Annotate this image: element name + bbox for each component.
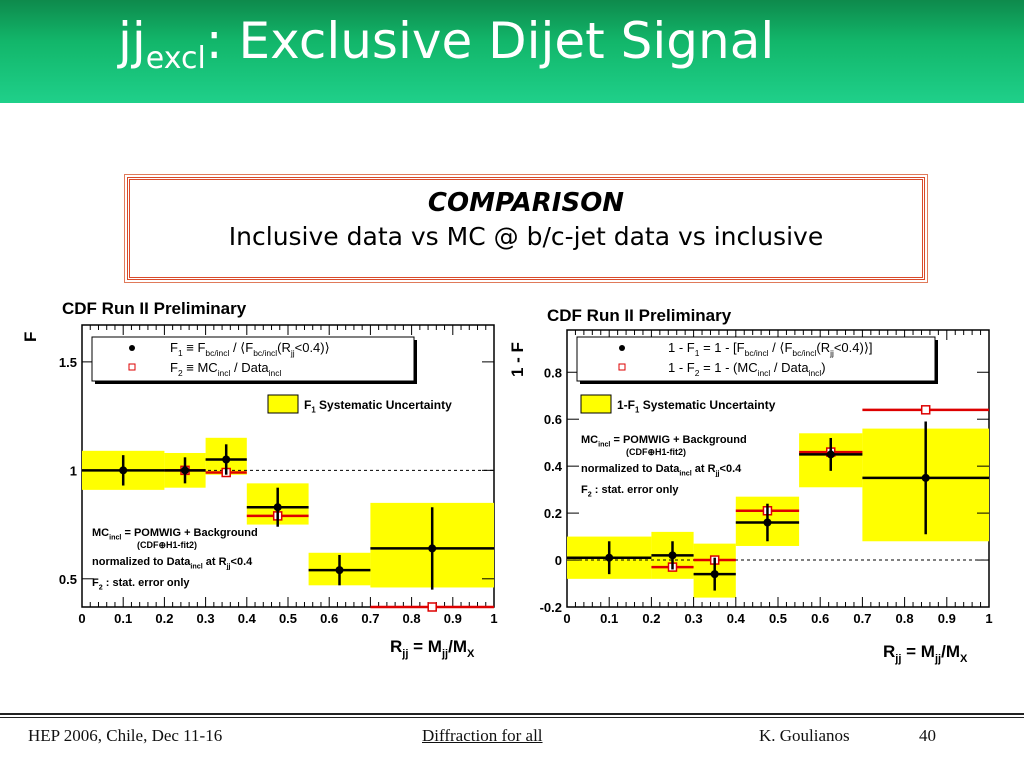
footer-page-number: 40	[919, 726, 936, 745]
note-normalization: normalized to Dataincl at Rjj<0.4	[92, 556, 253, 570]
comparison-subheading: Inclusive data vs MC @ b/c-jet data vs i…	[228, 222, 824, 251]
slide-title: jjexcl: Exclusive Dijet Signal	[118, 12, 774, 76]
x-tick-label: 0.3	[197, 611, 215, 626]
chart-right-one-minus-f: CDF Run II Preliminary 1 - F 0 0.1 0.2 0.3 0.4…	[508, 306, 993, 665]
chart-title: CDF Run II Preliminary	[547, 306, 732, 325]
x-tick-label: 0.5	[279, 611, 297, 626]
note-mc-definition: MCincl = POMWIG + Background	[92, 527, 258, 541]
footer-event: HEP 2006, Chile, Dec 11-16	[28, 726, 223, 745]
y-tick-label: 0.6	[544, 412, 562, 427]
x-axis-label: Rjj = Mjj/MX	[883, 642, 968, 665]
x-tick-label: 0.9	[444, 611, 462, 626]
y-axis-label: 1 - F	[508, 342, 527, 377]
y-tick-label: 0.4	[544, 459, 563, 474]
x-tick-label: 0.3	[685, 611, 703, 626]
band-legend-swatch	[267, 394, 299, 414]
legend-box	[91, 336, 415, 382]
note-normalization: normalized to Dataincl at Rjj<0.4	[581, 463, 742, 477]
x-axis-label: Rjj = Mjj/MX	[390, 637, 475, 660]
legend-f1-text: F1 ≡ Fbc/incl / ⟨Fbc/incl(Rjj<0.4)⟩	[170, 340, 330, 358]
x-tick-label: 0.6	[320, 611, 338, 626]
f1-marker	[181, 466, 189, 475]
footer-rule	[0, 713, 1024, 715]
note-stat-error: F2 : stat. error only	[581, 484, 679, 498]
band-legend-label: 1-F1 Systematic Uncertainty	[617, 398, 776, 415]
f1-marker	[921, 473, 930, 482]
legend-dot-marker	[619, 345, 625, 351]
legend-f1-text: 1 - F1 = 1 - [Fbc/incl / ⟨Fbc/incl(Rjj<0…	[668, 340, 873, 358]
y-tick-label: 0.2	[544, 506, 562, 521]
chart-title: CDF Run II Preliminary	[62, 299, 247, 318]
x-tick-label: 0.1	[600, 611, 618, 626]
f1-marker	[605, 553, 614, 562]
footer-link[interactable]: Diffraction for all	[422, 726, 543, 745]
y-tick-label: 0.8	[544, 365, 562, 380]
y-axis-label: F	[21, 332, 40, 342]
band-legend-swatch	[580, 394, 612, 414]
x-tick-label: 1	[985, 611, 992, 626]
x-tick-label: 0.5	[769, 611, 787, 626]
y-tick-label: 0	[555, 553, 562, 568]
legend-square-marker	[128, 363, 136, 371]
f1-marker	[763, 518, 772, 527]
f1-marker	[710, 570, 719, 579]
x-tick-label: 0.6	[811, 611, 829, 626]
note-fit: (CDF⊕H1-fit2)	[137, 540, 197, 550]
f1-marker	[826, 450, 835, 459]
title-subscript: excl	[145, 41, 206, 76]
band-legend-label: F1 Systematic Uncertainty	[304, 398, 452, 415]
legend-dot-marker	[129, 345, 135, 351]
x-tick-label: 0.2	[642, 611, 660, 626]
y-tick-label: 1.5	[59, 355, 77, 370]
x-tick-label: 0.2	[155, 611, 173, 626]
note-mc-definition: MCincl = POMWIG + Background	[581, 434, 747, 448]
f1-marker	[119, 466, 128, 475]
legend-f2-text: F2 ≡ MCincl / Dataincl	[170, 360, 281, 378]
f2-marker	[427, 602, 437, 612]
comparison-box: COMPARISON Inclusive data vs MC @ b/c-je…	[124, 174, 928, 283]
y-tick-label: -0.2	[540, 600, 562, 615]
f2-marker	[920, 405, 931, 415]
f1-marker	[668, 551, 677, 560]
f1-marker	[273, 503, 282, 512]
title-rest: : Exclusive Dijet Signal	[205, 12, 775, 70]
x-tick-label: 0.7	[853, 611, 871, 626]
x-tick-label: 0.8	[403, 611, 421, 626]
legend-f2-text: 1 - F2 = 1 - (MCincl / Dataincl)	[668, 360, 826, 378]
legend-box	[576, 336, 936, 382]
x-tick-label: 0.9	[938, 611, 956, 626]
f1-marker	[428, 544, 437, 553]
x-tick-label: 0.8	[896, 611, 914, 626]
x-tick-label: 0.1	[114, 611, 132, 626]
title-main: jj	[118, 12, 146, 70]
note-fit: (CDF⊕H1-fit2)	[626, 447, 686, 457]
f1-marker	[222, 455, 231, 464]
x-tick-label: 0.4	[727, 611, 746, 626]
footer-rule-thin	[0, 717, 1024, 718]
x-tick-label: 0.7	[361, 611, 379, 626]
x-tick-label: 0	[563, 611, 570, 626]
footer-author: K. Goulianos	[759, 726, 850, 745]
x-tick-label: 0.4	[238, 611, 257, 626]
note-stat-error: F2 : stat. error only	[92, 577, 190, 591]
legend-square-marker	[618, 363, 626, 371]
title-bar: jjexcl: Exclusive Dijet Signal	[0, 0, 1024, 103]
x-tick-label: 1	[490, 611, 497, 626]
chart-left-f: CDF Run II Preliminary F 0 0.1 0.2 0.3 0.4 0.5 0…	[21, 299, 498, 660]
f1-marker	[335, 566, 344, 575]
comparison-heading: COMPARISON	[427, 188, 625, 218]
x-tick-label: 0	[78, 611, 85, 626]
y-tick-label: 0.5	[59, 572, 77, 587]
y-tick-label: 1	[70, 463, 77, 478]
